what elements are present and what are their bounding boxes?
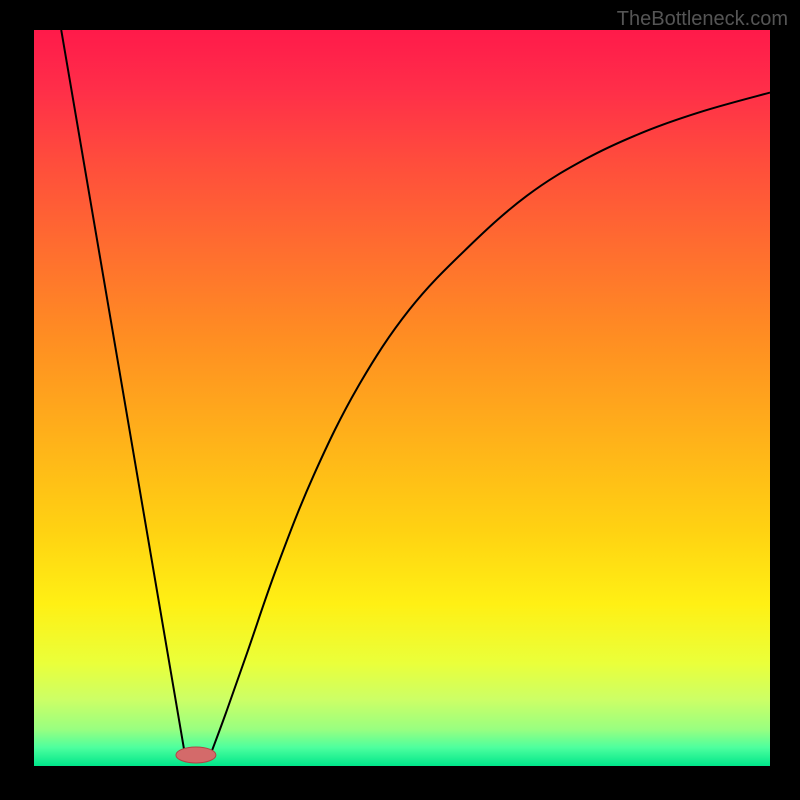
chart-container: TheBottleneck.com	[0, 0, 800, 800]
gradient-background	[34, 30, 770, 766]
watermark-text: TheBottleneck.com	[617, 8, 788, 31]
bottleneck-chart	[0, 0, 800, 800]
minimum-marker	[176, 747, 216, 763]
